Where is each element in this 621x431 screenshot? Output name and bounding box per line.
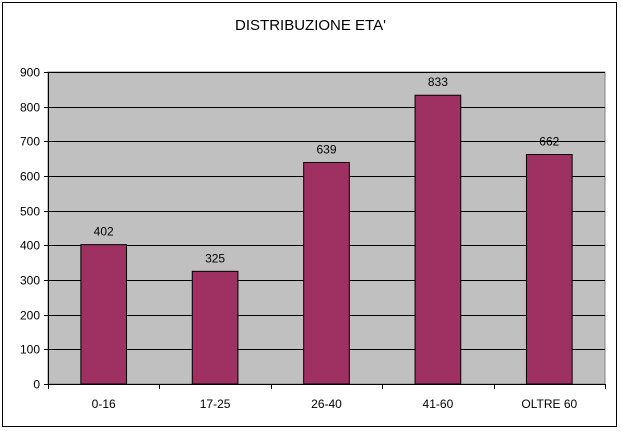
bar-oltre-60 (525, 154, 573, 385)
x-category-label: OLTRE 60 (521, 397, 577, 411)
data-label: 402 (94, 225, 114, 239)
data-label: 325 (205, 251, 225, 265)
x-category-label: 17-25 (200, 397, 231, 411)
x-category-label: 41-60 (423, 397, 454, 411)
x-category-label: 0-16 (92, 397, 116, 411)
bar-17-25 (191, 270, 239, 385)
y-tick-label: 700 (20, 135, 40, 149)
data-label: 662 (539, 135, 559, 149)
bar-0-16 (80, 244, 128, 385)
data-labels: 402 325 639 833 662 (94, 75, 560, 265)
y-axis: 0 100 200 300 400 500 600 700 800 900 (20, 66, 49, 392)
chart-title: DISTRIBUZIONE ETA' (235, 17, 386, 34)
x-category-label: 26-40 (311, 397, 342, 411)
data-label: 639 (316, 142, 336, 156)
bars (80, 94, 573, 385)
y-tick-label: 900 (20, 66, 40, 80)
y-tick-label: 400 (20, 239, 40, 253)
bar-41-60 (414, 94, 462, 385)
y-tick-label: 300 (20, 274, 40, 288)
y-tick-label: 600 (20, 170, 40, 184)
y-tick-label: 500 (20, 205, 40, 219)
y-tick-label: 100 (20, 343, 40, 357)
bar-26-40 (303, 161, 350, 385)
y-tick-label: 200 (20, 309, 40, 323)
data-label: 833 (428, 75, 448, 89)
x-axis: 0-16 17-25 26-40 41-60 OLTRE 60 (48, 384, 606, 411)
y-tick-label: 800 (20, 101, 40, 115)
y-tick-label: 0 (33, 378, 40, 392)
